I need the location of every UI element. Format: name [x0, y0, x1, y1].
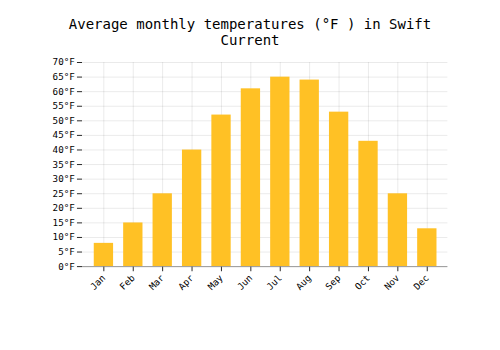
svg-text:Dec: Dec: [411, 272, 431, 292]
svg-text:0°F: 0°F: [58, 261, 75, 272]
svg-text:5°F: 5°F: [58, 246, 75, 257]
html-text:Average monthly temperatures (: Average monthly temperatures (°F ) in Sw…: [68, 16, 432, 48]
svg-text:35°F: 35°F: [53, 159, 76, 170]
svg-text:Mar: Mar: [147, 272, 167, 292]
svg-text:Jan: Jan: [88, 272, 108, 292]
svg-text:Jul: Jul: [264, 272, 284, 292]
svg-text:Sep: Sep: [323, 272, 343, 292]
svg-text:25°F: 25°F: [53, 188, 76, 199]
svg-text:20°F: 20°F: [53, 202, 76, 213]
svg-text:30°F: 30°F: [53, 173, 76, 184]
svg-text:60°F: 60°F: [53, 86, 76, 97]
svg-text:Jun: Jun: [235, 272, 255, 292]
svg-text:45°F: 45°F: [53, 129, 76, 140]
svg-text:65°F: 65°F: [53, 71, 76, 82]
svg-text:May: May: [205, 272, 225, 292]
svg-text:Feb: Feb: [117, 272, 137, 292]
svg-text:Apr: Apr: [176, 272, 196, 292]
svg-text:Nov: Nov: [382, 272, 402, 292]
svg-text:Aug: Aug: [294, 272, 314, 292]
svg-text:10°F: 10°F: [53, 231, 76, 242]
svg-text:55°F: 55°F: [53, 100, 76, 111]
svg-text:40°F: 40°F: [53, 144, 76, 155]
svg-text:50°F: 50°F: [53, 115, 76, 126]
svg-text:Oct: Oct: [352, 272, 372, 292]
svg-text:70°F: 70°F: [53, 56, 76, 67]
svg-text:15°F: 15°F: [53, 217, 76, 228]
